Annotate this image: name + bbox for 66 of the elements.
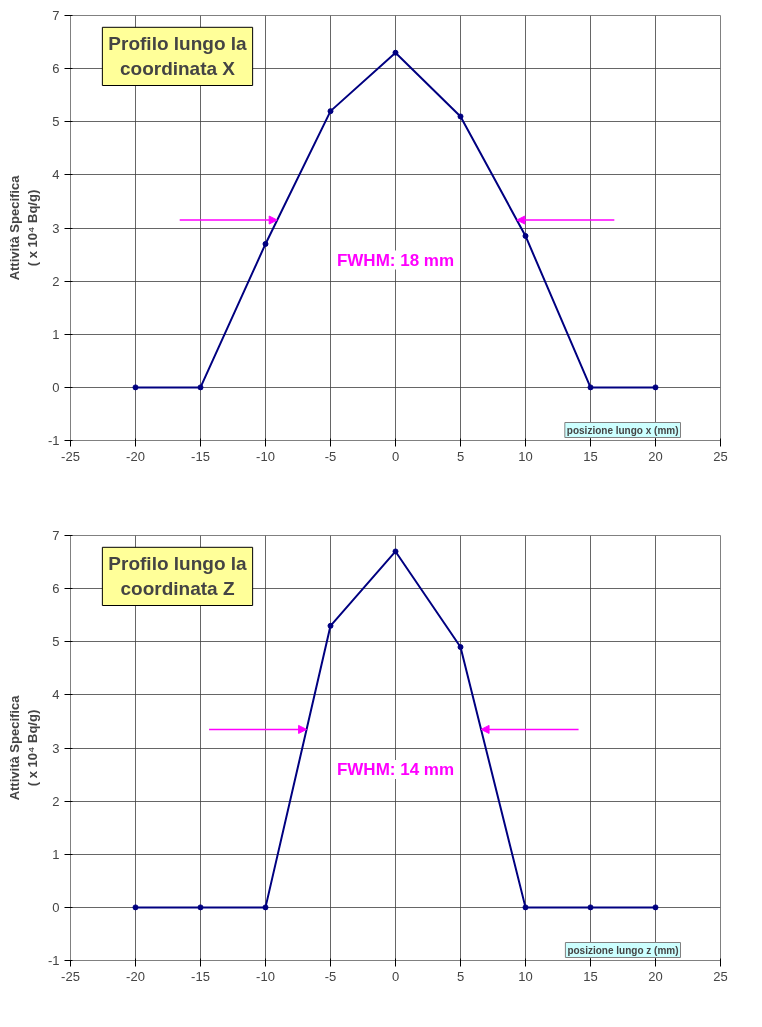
point xyxy=(587,904,594,911)
x-tick-label: 10 xyxy=(518,448,533,464)
point xyxy=(652,384,659,391)
y-tick-label: 2 xyxy=(52,793,60,809)
x-tick-label: -10 xyxy=(256,968,275,984)
y-tick-label: 2 xyxy=(52,273,60,289)
x-tick-label: 10 xyxy=(518,968,533,984)
point xyxy=(587,384,594,391)
text: Profilo lungo la coordinata Z xyxy=(108,553,248,600)
y-axis-title: Attività Specifica ( x 10⁴ Bq/g) xyxy=(6,694,40,801)
x-tick-label: -5 xyxy=(324,448,337,464)
x-axis-title: posizione lungo z (mm) xyxy=(567,944,679,956)
y-tick-label: 7 xyxy=(52,8,60,23)
annotation: FWHM: 14 mm xyxy=(336,759,455,779)
x-tick-label: -10 xyxy=(256,448,275,464)
y-tick-label: 5 xyxy=(52,634,60,650)
x-tick-label: 25 xyxy=(713,448,728,464)
point xyxy=(132,384,139,391)
y-axis-title: Attività Specifica ( x 10⁴ Bq/g) xyxy=(6,174,40,281)
x-tick-label: 0 xyxy=(391,448,400,464)
y-tick-label: 5 xyxy=(52,114,60,130)
y-tick-label: 0 xyxy=(52,899,60,915)
point xyxy=(457,644,464,651)
y-tick-label: 1 xyxy=(52,846,60,862)
y-tick-label: 3 xyxy=(52,220,60,236)
point xyxy=(197,384,204,391)
y-tick-label: 6 xyxy=(52,581,60,597)
point xyxy=(392,49,399,56)
y-tick-label: -1 xyxy=(47,953,60,968)
x-tick-label: 5 xyxy=(456,968,465,984)
x-tick-label: 15 xyxy=(583,968,598,984)
y-tick-label: 3 xyxy=(52,740,60,756)
x-tick-label: -5 xyxy=(324,968,337,984)
y-tick-label: 6 xyxy=(52,61,60,77)
x-tick-label: 20 xyxy=(648,448,663,464)
x-tick-label: -25 xyxy=(61,448,80,464)
x-tick-label: -25 xyxy=(61,968,80,984)
x-tick-label: 5 xyxy=(456,448,465,464)
x-tick-label: 0 xyxy=(391,968,400,984)
annotation: FWHM: 18 mm xyxy=(336,250,455,270)
y-tick-label: -1 xyxy=(47,433,60,448)
y-tick-label: 7 xyxy=(52,528,60,543)
x-tick-label: 25 xyxy=(713,968,728,984)
x-tick-label: -15 xyxy=(191,448,210,464)
point xyxy=(522,232,529,239)
point xyxy=(457,113,464,120)
x-tick-label: 20 xyxy=(648,968,663,984)
point xyxy=(327,622,334,629)
x-tick-label: 15 xyxy=(583,448,598,464)
y-tick-label: 0 xyxy=(52,379,60,395)
x-tick-label: -20 xyxy=(126,968,145,984)
x-tick-label: -20 xyxy=(126,448,145,464)
point xyxy=(197,904,204,911)
y-tick-label: 4 xyxy=(52,687,60,703)
point xyxy=(262,240,269,247)
x-tick-label: -15 xyxy=(191,968,210,984)
point xyxy=(262,904,269,911)
y-tick-label: 1 xyxy=(52,326,60,342)
x-axis-title: posizione lungo x (mm) xyxy=(566,424,679,436)
point xyxy=(392,548,399,555)
point xyxy=(327,108,334,115)
point xyxy=(132,904,139,911)
y-tick-label: 4 xyxy=(52,167,60,183)
point xyxy=(522,904,529,911)
point xyxy=(652,904,659,911)
text: Profilo lungo la coordinata X xyxy=(108,33,248,80)
